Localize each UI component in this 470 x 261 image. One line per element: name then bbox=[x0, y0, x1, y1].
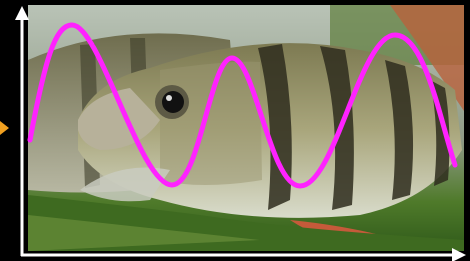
fish-photo bbox=[28, 5, 470, 251]
y-arrowhead bbox=[15, 6, 29, 20]
pointer-arrow bbox=[0, 121, 9, 135]
screenshot bbox=[0, 0, 470, 261]
